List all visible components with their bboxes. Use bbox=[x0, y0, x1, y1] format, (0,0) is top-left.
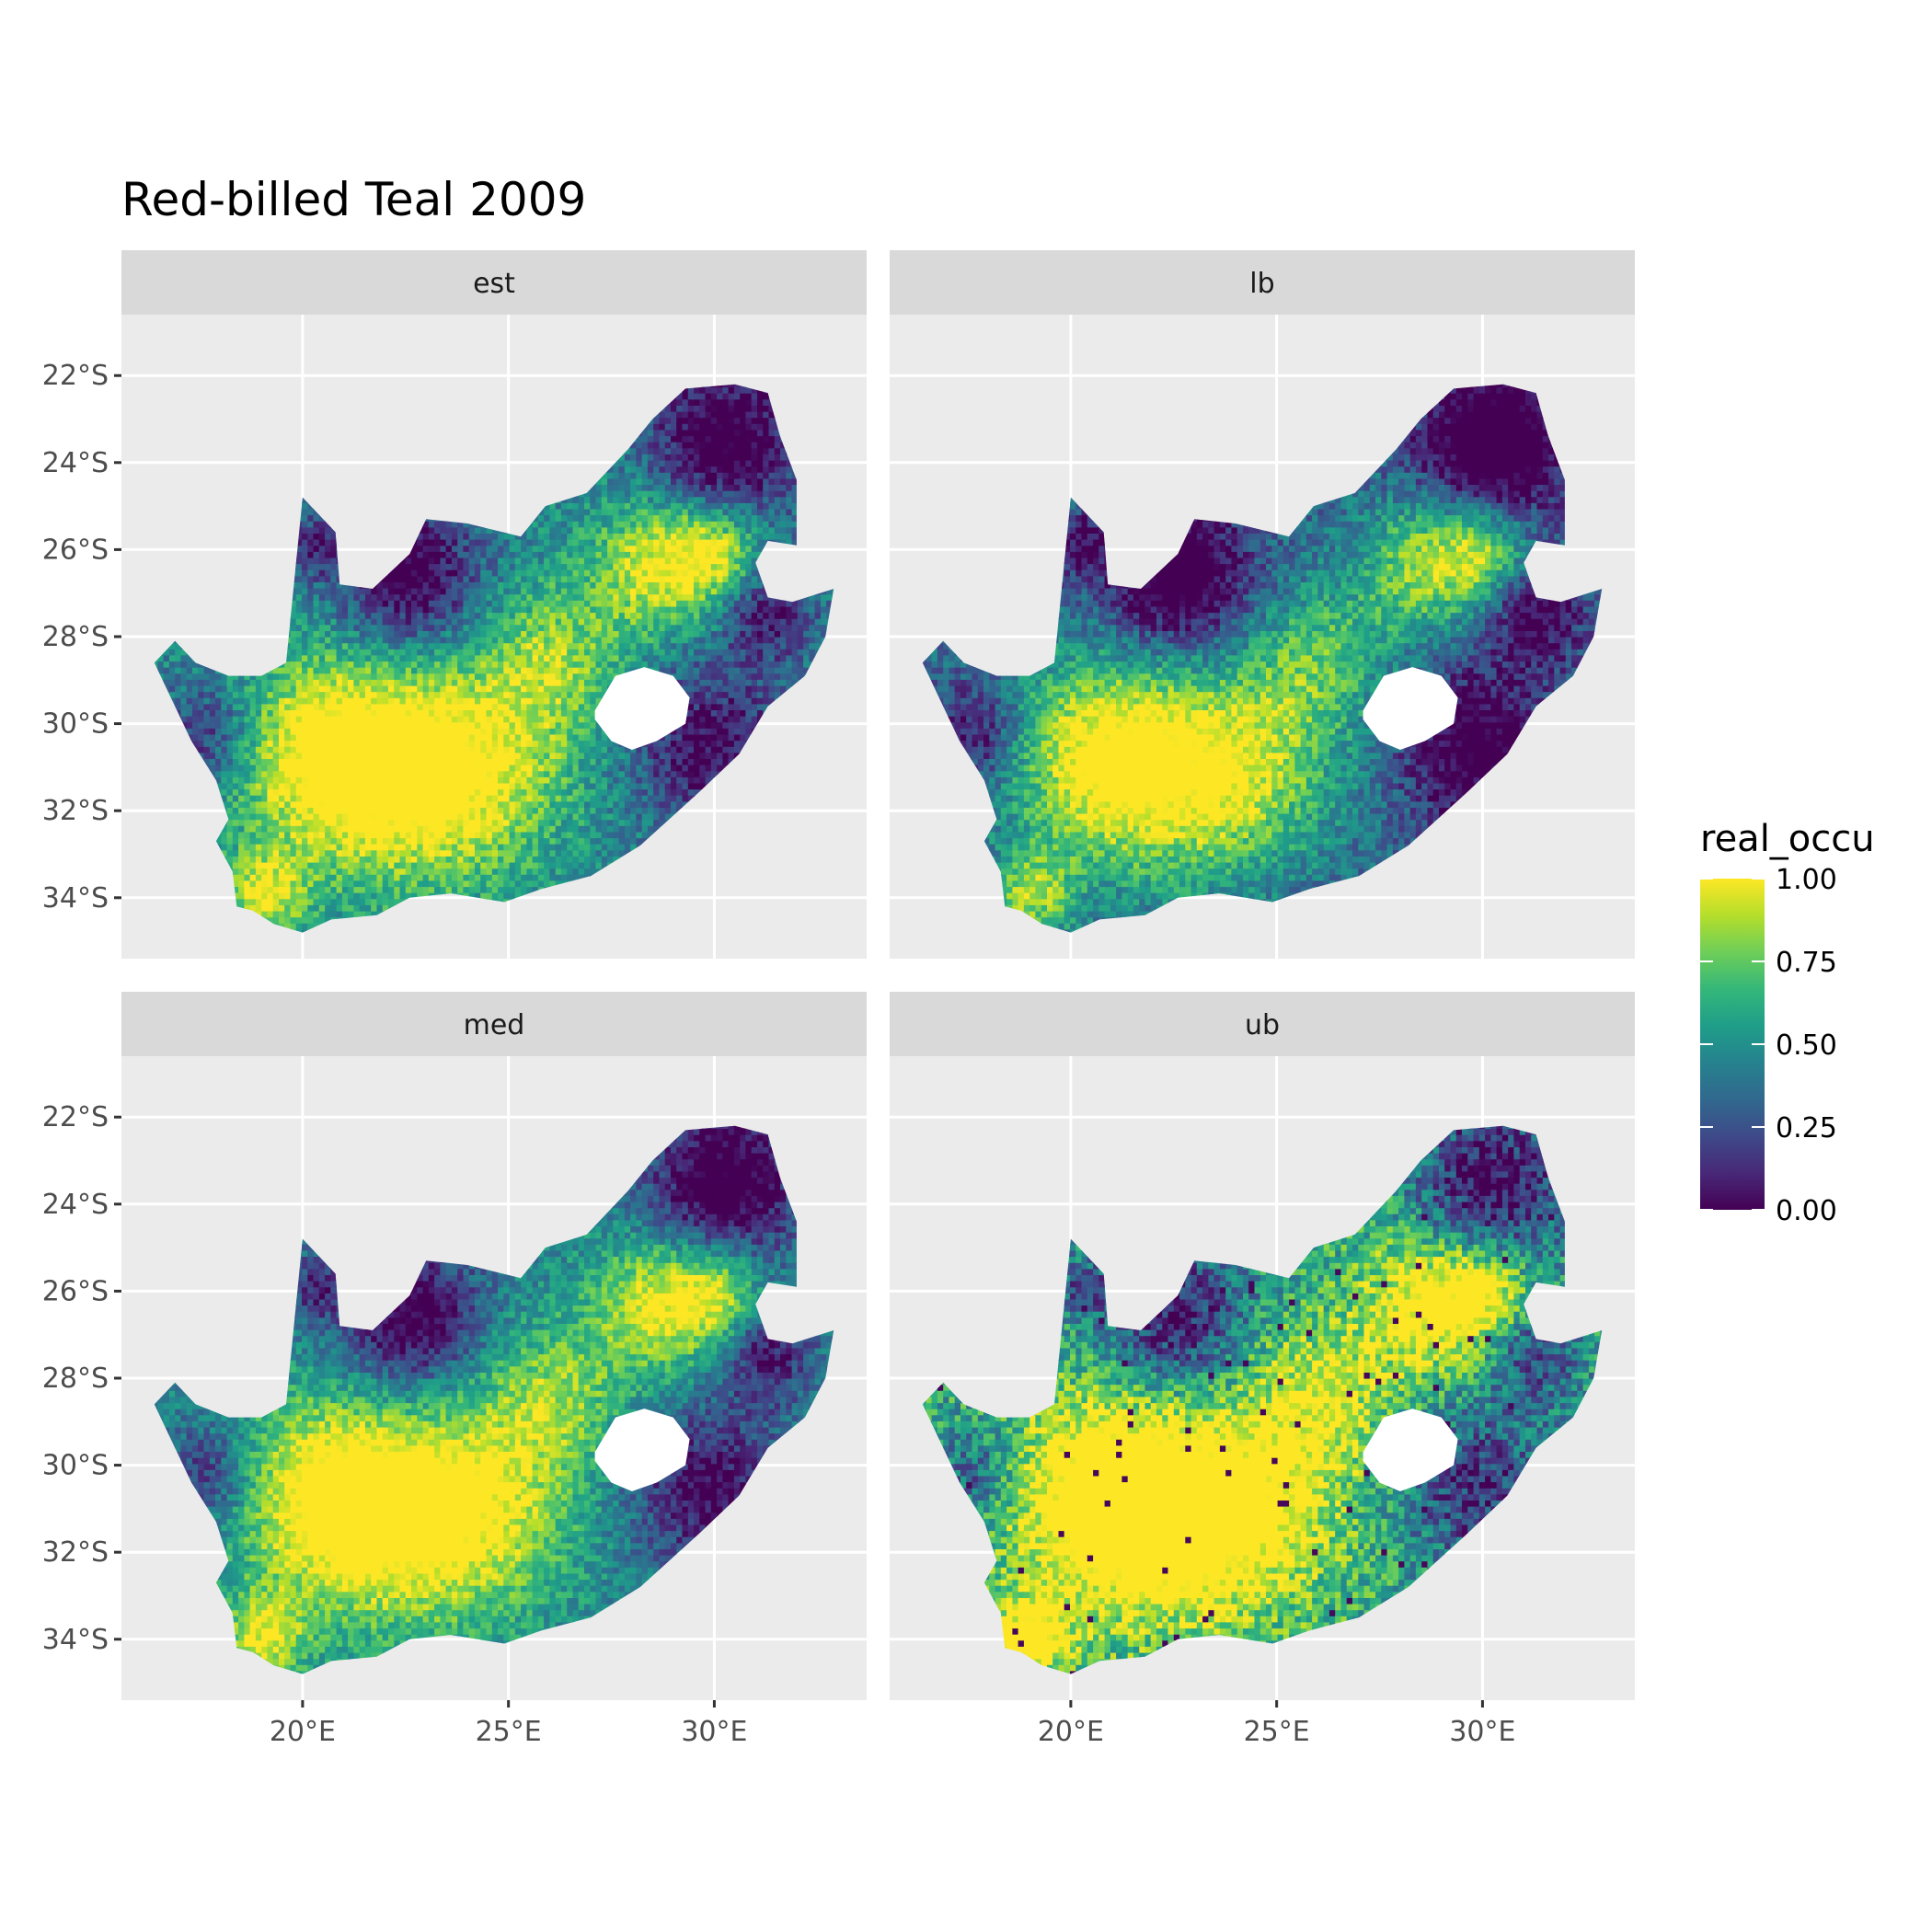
facet-label: ub bbox=[1245, 1009, 1280, 1041]
y-tick-label: 26°S bbox=[42, 534, 109, 566]
y-tick-label: 26°S bbox=[42, 1275, 109, 1307]
lesotho-hole bbox=[594, 1409, 690, 1491]
y-tick-label: 22°S bbox=[42, 360, 109, 392]
x-tick-label: 30°E bbox=[1449, 1716, 1515, 1748]
legend-break-label: 0.25 bbox=[1776, 1112, 1837, 1144]
y-tick-label: 32°S bbox=[42, 795, 109, 827]
facet-med: med 22°S 24°S 26°S 28°S 30°S 32°S 34°S 20°E 25°E 3… bbox=[42, 992, 867, 1748]
y-tick-label: 32°S bbox=[42, 1536, 109, 1569]
y-tick-label: 28°S bbox=[42, 621, 109, 653]
facet-strip bbox=[121, 250, 867, 315]
y-tick-label: 34°S bbox=[42, 882, 109, 914]
x-tick-label: 20°E bbox=[270, 1716, 336, 1748]
facet-grid: est 22°S 24°S 26°S 28°S 30°S 32°S 34°S lb med 22°S… bbox=[42, 250, 1635, 1748]
legend-break-label: 0.75 bbox=[1776, 947, 1837, 979]
y-tick-label: 24°S bbox=[42, 1189, 109, 1221]
facet-ub: ub 20°E 25°E 30°E bbox=[890, 992, 1635, 1748]
x-tick-label: 25°E bbox=[1244, 1716, 1310, 1748]
lesotho-hole bbox=[594, 667, 690, 750]
legend-break-label: 0.50 bbox=[1776, 1029, 1837, 1062]
x-tick-label: 25°E bbox=[476, 1716, 542, 1748]
facet-strip bbox=[121, 992, 867, 1056]
facet-est: est 22°S 24°S 26°S 28°S 30°S 32°S 34°S bbox=[42, 250, 867, 959]
legend: real_occu 0.00 0.25 0.50 0.75 1.00 bbox=[1700, 818, 1875, 1227]
legend-title: real_occu bbox=[1700, 818, 1875, 860]
y-tick-label: 30°S bbox=[42, 1450, 109, 1482]
x-axis: 20°E 25°E 30°E bbox=[270, 1700, 747, 1748]
legend-break-label: 1.00 bbox=[1776, 864, 1837, 896]
legend-break-label: 0.00 bbox=[1776, 1195, 1837, 1227]
facet-strip bbox=[890, 992, 1635, 1056]
y-axis: 22°S 24°S 26°S 28°S 30°S 32°S 34°S bbox=[42, 360, 121, 914]
y-tick-label: 24°S bbox=[42, 447, 109, 479]
x-tick-label: 30°E bbox=[681, 1716, 747, 1748]
y-tick-label: 22°S bbox=[42, 1101, 109, 1133]
x-tick-label: 20°E bbox=[1038, 1716, 1104, 1748]
facet-lb: lb bbox=[890, 250, 1635, 959]
facet-label: med bbox=[464, 1009, 525, 1041]
y-tick-label: 30°S bbox=[42, 708, 109, 741]
facet-label: est bbox=[473, 268, 515, 300]
facet-strip bbox=[890, 250, 1635, 315]
lesotho-hole bbox=[1363, 667, 1458, 750]
y-tick-label: 28°S bbox=[42, 1363, 109, 1395]
lesotho-hole bbox=[1363, 1409, 1458, 1491]
facet-label: lb bbox=[1249, 268, 1274, 300]
y-tick-label: 34°S bbox=[42, 1624, 109, 1656]
y-axis: 22°S 24°S 26°S 28°S 30°S 32°S 34°S bbox=[42, 1101, 121, 1656]
x-axis: 20°E 25°E 30°E bbox=[1038, 1700, 1515, 1748]
figure-title: Red-billed Teal 2009 bbox=[121, 173, 586, 226]
